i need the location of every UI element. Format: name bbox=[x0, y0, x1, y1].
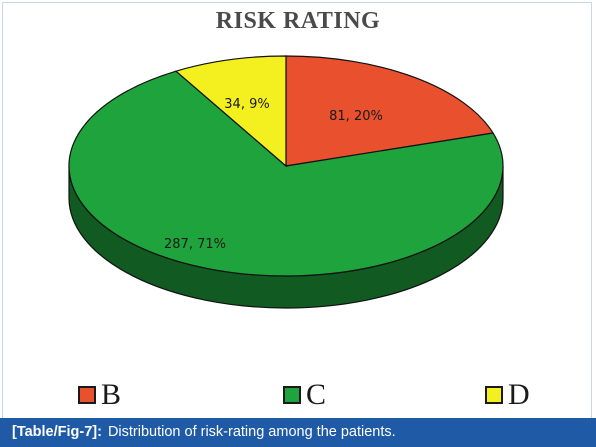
caption-text: Distribution of risk-rating among the pa… bbox=[107, 424, 396, 440]
data-label-b: 81, 20% bbox=[329, 109, 383, 124]
pie-chart: 81, 20% 287, 71% 34, 9% bbox=[68, 55, 504, 309]
data-label-d: 34, 9% bbox=[224, 97, 269, 112]
pie-slice-b bbox=[285, 55, 494, 167]
pie-slice-c bbox=[68, 70, 504, 277]
legend: B C D bbox=[0, 379, 596, 411]
legend-label-b: B bbox=[101, 378, 122, 411]
legend-item-c: C bbox=[283, 379, 326, 411]
legend-item-d: D bbox=[485, 379, 530, 411]
legend-label-c: C bbox=[306, 378, 327, 411]
legend-swatch-c bbox=[283, 386, 301, 404]
legend-swatch-b bbox=[78, 386, 96, 404]
legend-item-b: B bbox=[78, 379, 121, 411]
caption-tag: [Table/Fig-7]: bbox=[12, 424, 102, 440]
pie-slice-d bbox=[174, 55, 287, 168]
figure-caption: [Table/Fig-7]: Distribution of risk-ratin… bbox=[0, 418, 596, 447]
chart-title: RISK RATING bbox=[215, 8, 381, 34]
data-label-c: 287, 71% bbox=[164, 237, 226, 252]
legend-swatch-d bbox=[485, 386, 503, 404]
legend-label-d: D bbox=[508, 378, 530, 411]
